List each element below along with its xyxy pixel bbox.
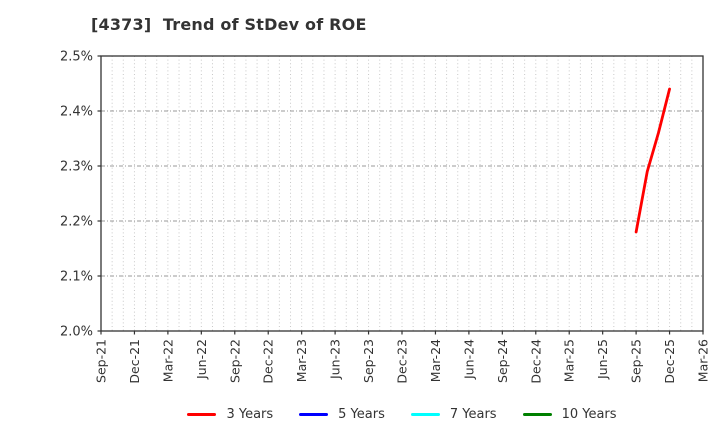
x-tick-label: Sep-24 — [495, 339, 510, 383]
y-tick-label: 2.1% — [60, 270, 93, 285]
x-tick-label: Sep-23 — [361, 339, 376, 383]
x-tick-label: Jun-23 — [328, 339, 343, 380]
legend-line-swatch-5-years — [299, 412, 329, 416]
x-tick-label: Jun-22 — [194, 339, 209, 380]
x-tick-label: Mar-24 — [428, 339, 443, 382]
x-tick-label: Sep-22 — [227, 339, 242, 383]
legend-item-10-years: 10 Years — [522, 406, 617, 422]
legend-item-3-years: 3 Years — [187, 408, 273, 421]
legend-label-10-years: 10 Years — [561, 406, 617, 422]
x-tick-label: Jun-25 — [595, 339, 610, 380]
x-tick-label: Mar-22 — [160, 339, 175, 382]
legend-item-7-years: 7 Years — [410, 406, 497, 422]
legend-item-5-years: 5 Years — [299, 408, 385, 421]
legend-label-3-years: 3 Years — [226, 406, 274, 422]
series-line-3-years — [634, 87, 671, 234]
y-tick-label: 2.0% — [60, 325, 93, 340]
legend-label-5-years: 5 Years — [338, 406, 385, 422]
legend-line-swatch-7-years — [410, 412, 440, 416]
x-tick-label: Dec-23 — [395, 339, 410, 384]
legend-line-swatch-3-years — [187, 412, 217, 416]
x-tick-label: Mar-25 — [562, 339, 577, 382]
x-tick-label: Dec-25 — [662, 339, 677, 384]
axis-frame — [100, 55, 704, 332]
x-tick-label: Sep-25 — [629, 339, 644, 383]
legend-line-swatch-10-years — [522, 412, 552, 416]
y-tick-label: 2.3% — [60, 160, 93, 175]
x-tick-label: Mar-23 — [294, 339, 309, 382]
y-tick-label: 2.5% — [60, 50, 93, 65]
x-tick-label: Jun-24 — [461, 339, 476, 380]
y-tick-label: 2.4% — [60, 105, 93, 120]
x-tick-label: Dec-24 — [528, 339, 543, 384]
chart-title: [4373] Trend of StDev of ROE — [91, 15, 367, 34]
x-tick-label: Dec-22 — [261, 339, 276, 384]
legend-label-7-years: 7 Years — [449, 406, 497, 422]
y-tick-label: 2.2% — [60, 215, 93, 230]
x-tick-label: Sep-21 — [94, 339, 109, 383]
legend: 3 Years 5 Years 7 Years 10 Years — [101, 404, 703, 424]
x-tick-label: Mar-26 — [696, 339, 711, 382]
x-tick-label: Dec-21 — [127, 339, 142, 384]
